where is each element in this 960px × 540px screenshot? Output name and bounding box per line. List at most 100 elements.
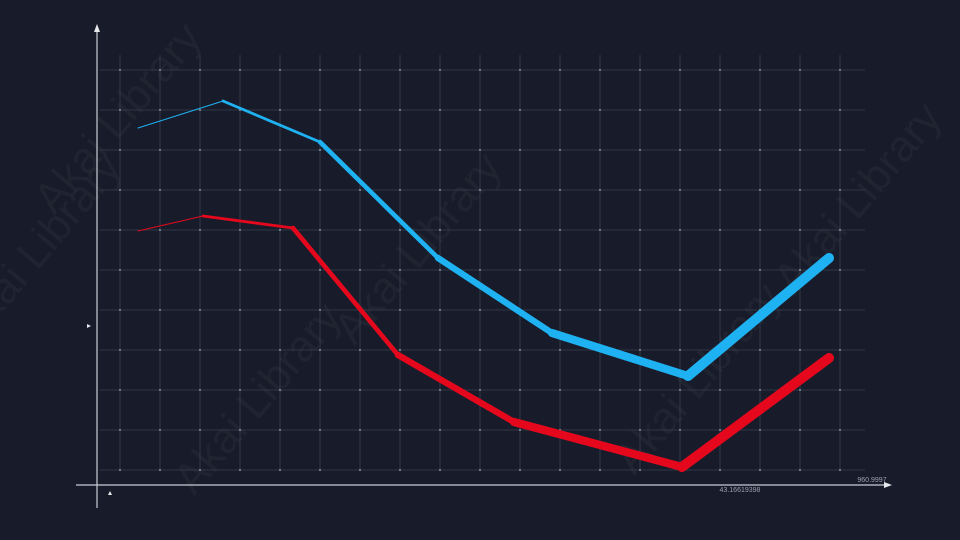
grid-dot — [159, 229, 161, 231]
marker — [87, 324, 91, 328]
grid-dot — [799, 469, 801, 471]
grid-dot — [639, 389, 641, 391]
grid-dot — [479, 269, 481, 271]
grid-dot — [199, 189, 201, 191]
grid-dot — [439, 69, 441, 71]
grid-dot — [119, 189, 121, 191]
grid-dot — [519, 109, 521, 111]
line-segment — [547, 328, 693, 381]
grid-dot — [479, 69, 481, 71]
grid-dot — [279, 429, 281, 431]
grid-dot — [559, 149, 561, 151]
grid-dot — [239, 389, 241, 391]
grid-dot — [559, 69, 561, 71]
grid-dot — [839, 269, 841, 271]
x-axis-arrow — [884, 482, 892, 488]
grid-dot — [239, 149, 241, 151]
grid-dot — [759, 429, 761, 431]
grid-dot — [199, 469, 201, 471]
grid-dot — [439, 229, 441, 231]
grid-dot — [799, 69, 801, 71]
line-segment — [137, 100, 224, 129]
grid-dot — [319, 389, 321, 391]
grid-dot — [119, 389, 121, 391]
grid-dot — [159, 469, 161, 471]
grid-dot — [399, 469, 401, 471]
line-segment — [137, 215, 204, 232]
grid-dot — [479, 309, 481, 311]
grid-dot — [279, 309, 281, 311]
grid-dot — [439, 149, 441, 151]
grid-dot — [639, 269, 641, 271]
grid-dot — [239, 429, 241, 431]
grid-dot — [719, 309, 721, 311]
grid-dot — [559, 389, 561, 391]
grid-dot — [719, 149, 721, 151]
grid-dot — [639, 189, 641, 191]
grid-dot — [759, 149, 761, 151]
grid-dot — [679, 269, 681, 271]
grid-dot — [399, 389, 401, 391]
grid-dot — [599, 189, 601, 191]
grid-dot — [439, 309, 441, 311]
grid-dot — [639, 229, 641, 231]
grid-dot — [319, 149, 321, 151]
grid-dot — [439, 389, 441, 391]
grid-dot — [599, 429, 601, 431]
grid-dot — [159, 309, 161, 311]
line-segment — [290, 225, 401, 358]
grid-dot — [319, 309, 321, 311]
grid-dot — [839, 469, 841, 471]
grid-dot — [799, 429, 801, 431]
grid-dot — [439, 349, 441, 351]
grid-dot — [519, 189, 521, 191]
grid-dot — [839, 149, 841, 151]
grid-dot — [239, 229, 241, 231]
grid-dot — [279, 229, 281, 231]
grid-dot — [839, 229, 841, 231]
grid-dot — [319, 269, 321, 271]
plot — [137, 99, 834, 472]
grid-dot — [279, 349, 281, 351]
grid-dot — [599, 469, 601, 471]
grid-dot — [439, 189, 441, 191]
grid-dot — [359, 149, 361, 151]
grid-dot — [279, 69, 281, 71]
grid-dot — [359, 69, 361, 71]
grid-dot — [599, 149, 601, 151]
grid-dot — [679, 189, 681, 191]
grid-dot — [359, 389, 361, 391]
grid-dot — [199, 149, 201, 151]
grid-dot — [359, 229, 361, 231]
line-segment — [317, 139, 441, 261]
grid-dot — [799, 269, 801, 271]
grid-dot — [199, 389, 201, 391]
grid-dot — [279, 109, 281, 111]
grid-dot — [679, 349, 681, 351]
grid-dot — [759, 349, 761, 351]
grid-dot — [479, 389, 481, 391]
x-mid-label: 43.16619398 — [720, 487, 761, 494]
grid-dot — [279, 469, 281, 471]
grid-dot — [719, 69, 721, 71]
grid-dot — [719, 389, 721, 391]
grid-dot — [479, 109, 481, 111]
line-segment — [434, 254, 556, 337]
x-end-label: 960.9997 — [857, 477, 886, 484]
grid-dot — [239, 69, 241, 71]
grid-dot — [559, 349, 561, 351]
grid-dot — [759, 469, 761, 471]
grid-dot — [439, 469, 441, 471]
grid-dot — [159, 149, 161, 151]
grid-dot — [639, 469, 641, 471]
grid-dot — [479, 229, 481, 231]
grid-dot — [719, 229, 721, 231]
grid-dot — [279, 269, 281, 271]
grid-dot — [719, 109, 721, 111]
grid-dot — [159, 189, 161, 191]
grid-dot — [119, 269, 121, 271]
grid-dot — [199, 269, 201, 271]
grid-dot — [159, 429, 161, 431]
